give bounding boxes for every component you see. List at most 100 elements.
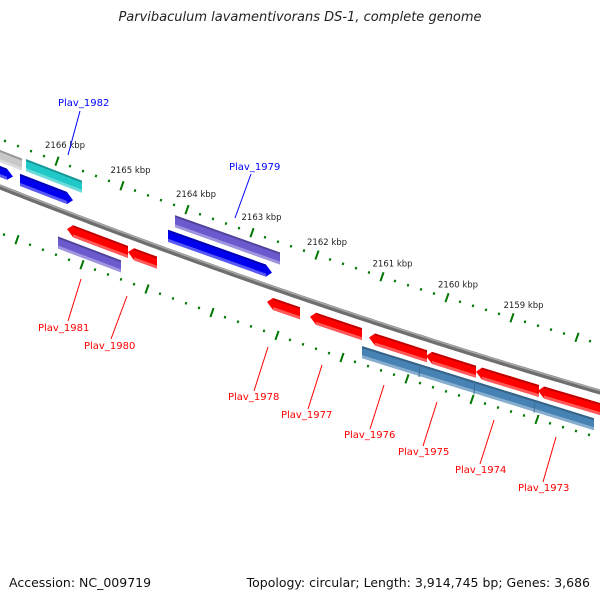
major-tick <box>209 307 215 318</box>
gene-shade-bottom <box>362 355 594 431</box>
gene-shade-bottom <box>0 158 22 171</box>
gene-feature-plav_1981[interactable] <box>58 236 121 273</box>
minor-tick <box>172 203 176 207</box>
minor-tick <box>367 270 371 275</box>
minor-tick <box>549 328 553 332</box>
major-tick <box>379 271 385 282</box>
gene-feature-plav_1975[interactable] <box>426 351 476 378</box>
minor-tick <box>119 277 123 281</box>
minor-tick <box>432 292 436 296</box>
minor-tick <box>392 373 396 377</box>
gene-shade-top <box>168 229 266 267</box>
topology-text: Topology: circular; Length: 3,914,745 bp… <box>246 575 590 590</box>
major-tick <box>339 352 345 363</box>
gene-label[interactable]: Plav_1975 <box>398 447 449 458</box>
major-tick <box>404 374 410 384</box>
label-leader-line <box>369 384 385 430</box>
gene-shade-bottom <box>316 321 362 341</box>
minor-tick <box>42 154 46 158</box>
gene-shade-bottom <box>544 395 600 416</box>
label-leader-line <box>67 278 82 322</box>
gene-label[interactable]: Plav_1982 <box>58 98 109 109</box>
gene-feature-plav_1978[interactable] <box>267 298 300 320</box>
major-tick <box>119 180 125 191</box>
gene-label[interactable]: Plav_1979 <box>229 162 280 173</box>
minor-tick <box>497 312 501 316</box>
gene-feature[interactable] <box>168 229 272 277</box>
gene-feature-plav_1979[interactable] <box>175 215 280 265</box>
gene-label[interactable]: Plav_1976 <box>344 430 395 441</box>
label-leader-line <box>307 364 323 410</box>
major-tick <box>314 250 320 260</box>
minor-tick <box>146 193 150 197</box>
gene-feature-plav_1973[interactable] <box>538 386 600 416</box>
minor-tick <box>536 324 540 328</box>
major-tick <box>184 204 190 215</box>
gene-label[interactable]: Plav_1980 <box>84 341 135 352</box>
minor-tick <box>223 315 227 319</box>
major-tick <box>14 234 20 245</box>
gene-feature[interactable] <box>362 346 594 431</box>
tick-label: 2165 kbp <box>111 166 151 176</box>
gene-shade-bottom <box>175 224 280 265</box>
minor-tick <box>198 212 202 216</box>
minor-tick <box>68 164 72 168</box>
gene-shade-top <box>26 159 82 183</box>
minor-tick <box>94 174 98 178</box>
backbone-line <box>0 184 600 395</box>
minor-tick <box>237 226 241 230</box>
minor-tick <box>262 329 266 333</box>
minor-tick <box>562 331 566 335</box>
gene-feature-plav_1980[interactable] <box>67 225 128 258</box>
gene-feature[interactable] <box>128 248 157 269</box>
minor-tick <box>29 149 33 153</box>
gene-feature-plav_1977[interactable] <box>310 312 362 341</box>
gene-feature-plav_1974[interactable] <box>476 367 539 398</box>
gene-feature-plav_1982[interactable] <box>26 159 82 193</box>
minor-tick <box>171 296 175 301</box>
minor-tick <box>28 243 32 247</box>
gene-label[interactable]: Plav_1974 <box>455 465 506 476</box>
gene-shade-bottom <box>432 360 476 378</box>
label-leader-line <box>67 110 81 156</box>
minor-tick <box>54 253 58 257</box>
minor-tick <box>184 301 188 305</box>
major-tick <box>274 330 280 341</box>
minor-tick <box>496 406 500 410</box>
gene-shade-top <box>20 173 67 194</box>
minor-tick <box>366 364 370 368</box>
gene-feature-plav_1976[interactable] <box>369 333 427 363</box>
gene-label[interactable]: Plav_1981 <box>38 323 89 334</box>
gene-feature[interactable] <box>0 164 13 180</box>
minor-tick <box>276 240 280 244</box>
gene-arrow[interactable] <box>20 173 73 204</box>
gene-arrow[interactable] <box>168 229 272 277</box>
gene-label[interactable]: Plav_1977 <box>281 410 332 421</box>
segment-divider <box>533 400 536 413</box>
gene-shade-top <box>175 215 280 255</box>
major-tick <box>79 259 85 270</box>
tick-label: 2164 kbp <box>176 190 216 200</box>
major-tick <box>534 414 540 425</box>
gene-label[interactable]: Plav_1973 <box>518 483 569 494</box>
major-tick <box>144 284 150 294</box>
minor-tick <box>431 385 435 389</box>
gene-feature[interactable] <box>0 148 22 171</box>
minor-tick <box>93 268 97 272</box>
minor-tick <box>158 292 162 296</box>
major-tick <box>444 292 450 303</box>
gene-feature[interactable] <box>20 173 73 204</box>
minor-tick <box>2 233 6 237</box>
minor-tick <box>327 351 331 355</box>
minor-tick <box>16 144 20 148</box>
gene-shade-top <box>58 236 121 263</box>
ruler-ticks: 2166 kbp 2165 kbp 2164 kbp 2163 kbp 2162 kbp… <box>2 139 592 437</box>
label-leader-line <box>253 346 269 392</box>
minor-tick <box>132 282 136 286</box>
gene-shade-bottom <box>26 168 82 193</box>
gene-shade-top <box>375 333 427 353</box>
gene-label[interactable]: Plav_1978 <box>228 392 279 403</box>
tick-label: 2163 kbp <box>242 213 282 223</box>
minor-tick <box>301 342 305 346</box>
